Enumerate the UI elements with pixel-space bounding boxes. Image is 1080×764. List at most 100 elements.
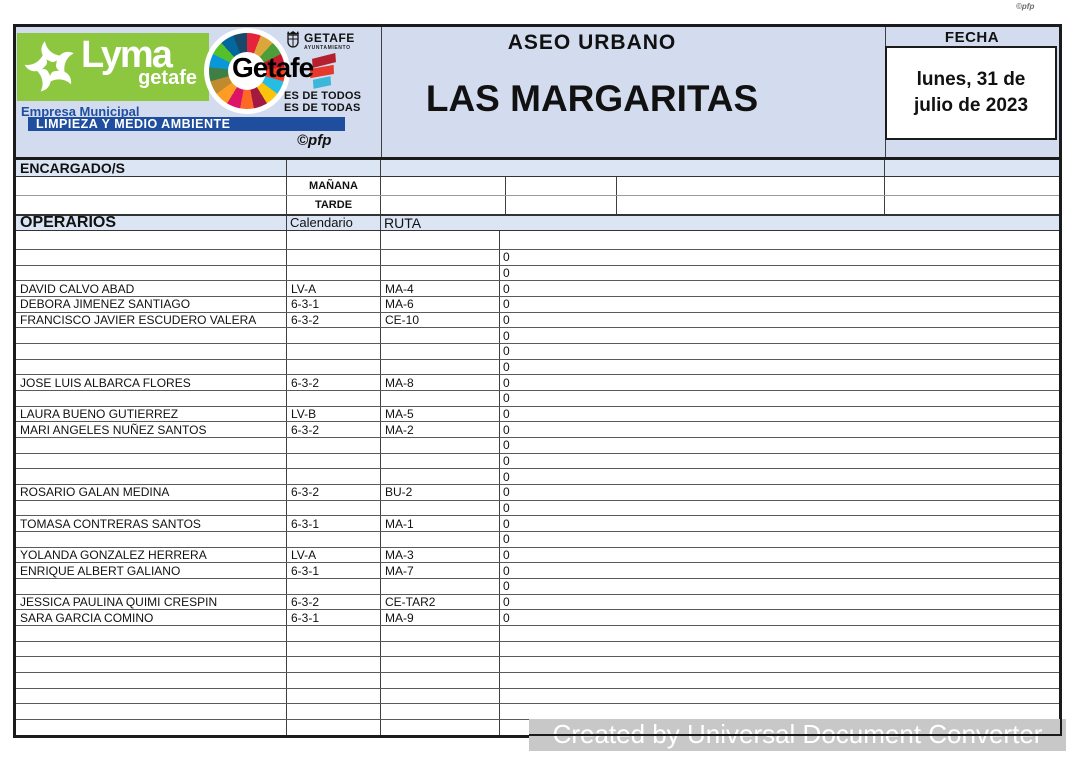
value-cell — [500, 689, 1059, 704]
ayuntamiento-name: GETAFE — [304, 31, 355, 45]
operario-name-cell — [16, 344, 287, 359]
operario-name-cell: LAURA BUENO GUTIERREZ — [16, 406, 287, 422]
calendario-cell: 6-3-2 — [287, 312, 381, 328]
sdg-wheel-badge — [204, 28, 290, 114]
value-cell: 0 — [503, 579, 510, 594]
date-value-box: lunes, 31 de julio de 2023 — [885, 46, 1057, 140]
operario-name-cell — [16, 469, 287, 485]
value-cell: 0 — [503, 454, 510, 469]
ruta-cell: MA-3 — [381, 547, 500, 563]
table-row: TOMASA CONTRERAS SANTOS 6-3-1 MA-1 0 — [16, 516, 1059, 533]
ruta-cell: MA-4 — [381, 281, 500, 297]
ruta-cell — [381, 720, 500, 735]
ruta-cell: MA-2 — [381, 422, 500, 438]
operario-name-cell — [16, 328, 287, 344]
value-cell: 0 — [503, 469, 510, 484]
table-row — [16, 231, 1059, 250]
logo-block: Lyma getafe Empresa Municipal LIMPIEZA Y… — [16, 27, 381, 160]
value-cell — [500, 657, 1059, 672]
operario-name-cell: MARI ANGELES NUÑEZ SANTOS — [16, 422, 287, 438]
ayuntamiento-subtitle: AYUNTAMIENTO — [304, 45, 351, 51]
calendario-cell: 6-3-1 — [287, 297, 381, 312]
corner-copyright-mark: ©pfp — [1016, 2, 1035, 11]
operario-name-cell — [16, 720, 287, 735]
operario-name-cell — [16, 391, 287, 406]
ayuntamiento-crest-icon — [287, 31, 299, 48]
calendario-cell: LV-A — [287, 547, 381, 563]
ruta-cell: MA-5 — [381, 406, 500, 422]
calendario-cell — [287, 657, 381, 673]
table-row — [16, 673, 1059, 689]
lyma-swirl-icon — [24, 41, 74, 92]
encargados-cell-empty — [885, 160, 1059, 176]
operario-name-cell — [16, 657, 287, 673]
calendario-cell — [287, 438, 381, 453]
operario-name-cell: JOSE LUIS ALBARCA FLORES — [16, 375, 287, 391]
calendario-cell — [287, 231, 381, 249]
value-cell: 0 — [503, 485, 510, 500]
value-cell: 0 — [503, 344, 510, 359]
table-row: 0 — [16, 359, 1059, 376]
tarde-row: TARDE — [16, 196, 1059, 216]
value-cell: 0 — [503, 610, 510, 625]
calendario-cell: 6-3-2 — [287, 375, 381, 391]
table-row: 0 — [16, 469, 1059, 486]
getafe-slogan: ES DE TODOS ES DE TODAS — [284, 90, 361, 114]
value-cell: 0 — [503, 313, 510, 328]
ruta-cell: MA-1 — [381, 516, 500, 532]
operario-name-cell: DAVID CALVO ABAD — [16, 281, 287, 297]
manana-cell-empty — [506, 177, 617, 195]
operario-name-cell — [16, 626, 287, 641]
table-row: YOLANDA GONZALEZ HERRERA LV-A MA-3 0 — [16, 547, 1059, 564]
calendario-cell — [287, 265, 381, 281]
table-row: 0 — [16, 500, 1059, 517]
ruta-cell — [381, 641, 500, 657]
operario-name-cell — [16, 532, 287, 547]
table-row — [16, 626, 1059, 642]
table-row: DEBORA JIMENEZ SANTIAGO 6-3-1 MA-6 0 — [16, 297, 1059, 313]
calendario-cell — [287, 704, 381, 720]
getafe-flag-icon — [310, 53, 336, 89]
calendario-cell — [287, 532, 381, 547]
calendario-cell — [287, 328, 381, 344]
value-cell: 0 — [503, 360, 510, 375]
operario-name-cell — [16, 688, 287, 704]
value-cell — [500, 673, 1059, 688]
operario-name-cell: TOMASA CONTRERAS SANTOS — [16, 516, 287, 532]
calendario-cell: LV-A — [287, 281, 381, 297]
table-row — [16, 688, 1059, 705]
ruta-cell — [381, 391, 500, 406]
tarde-label: TARDE — [287, 196, 381, 214]
operario-name-cell — [16, 250, 287, 265]
operario-name-cell — [16, 359, 287, 375]
table-row: SARA GARCIA COMINO 6-3-1 MA-9 0 — [16, 610, 1059, 627]
table-row: 0 — [16, 438, 1059, 454]
value-cell: 0 — [503, 516, 510, 531]
calendario-cell — [287, 720, 381, 735]
value-cell: 0 — [503, 328, 510, 343]
table-border-overlay-line — [1060, 719, 1062, 736]
operario-name-cell: ROSARIO GALAN MEDINA — [16, 485, 287, 500]
table-row: FRANCISCO JAVIER ESCUDERO VALERA 6-3-2 CE-… — [16, 312, 1059, 329]
table-row: 0 — [16, 328, 1059, 345]
value-cell: 0 — [503, 548, 510, 563]
calendario-cell: 6-3-1 — [287, 610, 381, 626]
value-cell: 0 — [503, 407, 510, 422]
ruta-cell — [381, 532, 500, 547]
table-row: 0 — [16, 532, 1059, 548]
sdg-wheel-icon — [209, 33, 285, 109]
table-row: JESSICA PAULINA QUIMI CRESPIN 6-3-2 CE-TAR… — [16, 594, 1059, 611]
ruta-cell — [381, 500, 500, 516]
calendario-cell: 6-3-2 — [287, 594, 381, 610]
table-row: 0 — [16, 453, 1059, 470]
tarde-cell-empty — [381, 196, 506, 214]
table-row: 0 — [16, 344, 1059, 360]
table-row: 0 — [16, 391, 1059, 407]
calendario-cell — [287, 688, 381, 704]
lyma-brand-subtext: getafe — [138, 67, 197, 89]
ruta-cell — [381, 453, 500, 469]
operario-name-cell — [16, 453, 287, 469]
header-band: Lyma getafe Empresa Municipal LIMPIEZA Y… — [16, 27, 1059, 160]
tarde-cell-empty — [506, 196, 617, 214]
ayuntamiento-text: GETAFE AYUNTAMIENTO — [304, 31, 355, 53]
